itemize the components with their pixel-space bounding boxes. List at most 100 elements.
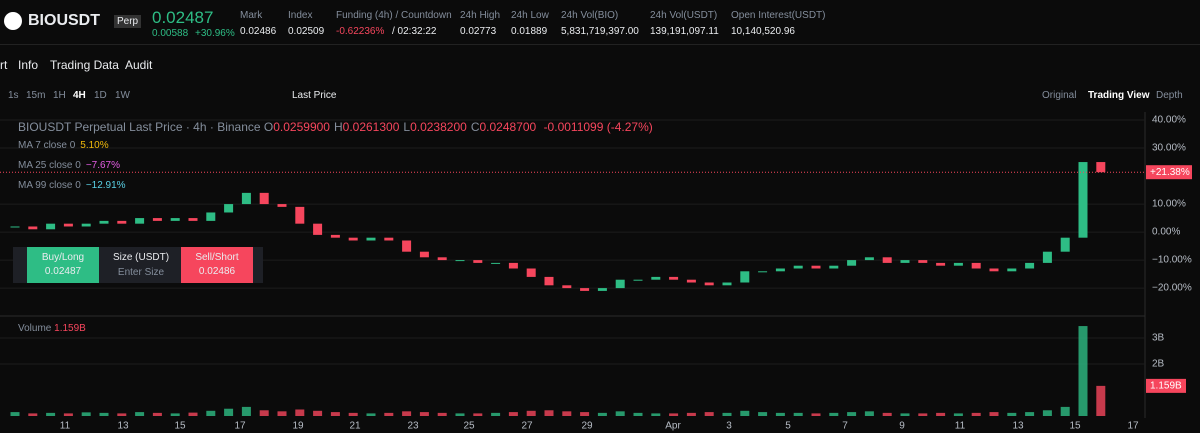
volume-bar: [1042, 410, 1052, 416]
stat-label: 24h Vol(BIO): [561, 10, 619, 21]
y-tick-label: 10.00%: [1152, 199, 1186, 210]
x-tick-label: Apr: [665, 421, 681, 432]
ma-label: MA 99 close 0: [18, 180, 81, 191]
view[interactable]: Trading View: [1088, 90, 1150, 101]
candle: [1025, 262, 1035, 269]
ohlc-label: O: [263, 120, 274, 134]
volume-bar: [295, 409, 305, 416]
x-tick-label: 11: [60, 421, 71, 432]
tab[interactable]: Audit: [125, 58, 153, 72]
candle: [63, 223, 73, 227]
volume-bar: [28, 413, 38, 416]
volume-label: Volume: [18, 323, 52, 334]
candle: [402, 240, 412, 252]
volume-bar: [704, 412, 714, 416]
volume-bar: [152, 412, 162, 416]
symbol[interactable]: BIOUSDT: [28, 12, 100, 29]
candle: [206, 212, 216, 221]
candle: [758, 271, 768, 273]
sell-label: Sell/Short: [195, 252, 239, 263]
interval[interactable]: 1W: [115, 90, 130, 101]
price-type[interactable]: Last Price: [292, 90, 337, 101]
volume-bar: [508, 412, 518, 416]
volume-bar: [686, 412, 696, 416]
tab[interactable]: Trading Data: [50, 58, 119, 72]
x-tick-label: 23: [407, 421, 419, 432]
volume-bar: [580, 412, 590, 416]
size-input[interactable]: Enter Size: [117, 267, 165, 278]
candle: [313, 223, 323, 235]
ma-row: MA 25 close 0 −7.67%: [18, 160, 120, 171]
volume-bar: [615, 411, 625, 416]
interval[interactable]: 15m: [26, 90, 46, 101]
volume-bar: [384, 412, 394, 416]
sell-price: 0.02486: [198, 266, 236, 277]
volume-bar: [259, 410, 269, 416]
volume-bar: [971, 412, 981, 416]
stat-label: Index: [288, 10, 313, 21]
volume-bar: [10, 412, 20, 416]
volume-bar: [669, 413, 679, 416]
candle: [704, 282, 714, 286]
size-label: Size (USDT): [112, 252, 170, 263]
candle: [491, 262, 501, 264]
candle: [188, 218, 198, 221]
buy-button[interactable]: Buy/Long 0.02487: [27, 247, 99, 283]
volume-bar: [1007, 412, 1017, 416]
volume-value: 1.159B: [54, 323, 86, 334]
volume-bar: [989, 412, 999, 416]
stat-label: Funding (4h) / Countdown: [336, 10, 452, 21]
volume-bar: [633, 412, 643, 416]
header: BIOUSDT Perp 0.02487 0.00588 +30.96% Mar…: [0, 0, 1200, 45]
volume-bar: [402, 411, 412, 416]
ma-value: −7.67%: [85, 160, 121, 171]
view[interactable]: Original: [1042, 90, 1077, 101]
view[interactable]: Depth: [1156, 90, 1183, 101]
x-tick-label: 5: [785, 421, 791, 432]
interval[interactable]: 1s: [8, 90, 19, 101]
legend-change: -0.0011099 (-4.27%): [543, 120, 653, 134]
x-tick-label: 17: [234, 421, 246, 432]
volume-bar: [900, 413, 910, 416]
candle: [135, 218, 145, 224]
tab[interactable]: Info: [18, 58, 39, 72]
stat-label: Open Interest(USDT): [731, 10, 826, 21]
interval[interactable]: 1D: [94, 90, 107, 101]
stat-label: 24h High: [460, 10, 501, 21]
candle: [953, 262, 963, 266]
interval[interactable]: 1H: [53, 90, 66, 101]
tab[interactable]: rt: [0, 58, 8, 72]
candle: [473, 260, 483, 263]
stat-value: 0.02486: [240, 26, 277, 37]
x-tick-label: 13: [117, 421, 129, 432]
x-tick-label: 29: [581, 421, 593, 432]
volume-bar: [597, 412, 607, 416]
candle: [936, 262, 946, 266]
candle: [241, 192, 251, 205]
stat-value: 139,191,097.11: [650, 26, 719, 37]
candle: [793, 265, 803, 269]
volume-bar: [473, 413, 483, 416]
candle: [384, 237, 394, 241]
y-tick-label: −20.00%: [1152, 283, 1192, 294]
volume-bar: [348, 412, 358, 416]
ma-value: 5.10%: [80, 140, 109, 151]
volume-bar: [241, 406, 251, 416]
last-price-label: +21.38%: [1150, 167, 1190, 178]
ohlc-label: L: [403, 120, 411, 134]
candle: [811, 265, 821, 269]
volume-bar: [437, 412, 447, 416]
sell-button[interactable]: Sell/Short 0.02486: [181, 247, 253, 283]
volume-bar: [313, 410, 323, 416]
volume-bar: [847, 412, 857, 416]
stat-value: -0.62236%: [336, 26, 385, 37]
trade-panel: Buy/Long 0.02487 Size (USDT) Enter Size S…: [13, 247, 263, 283]
last-volume-label: 1.159B: [1150, 381, 1182, 392]
volume-bar: [758, 412, 768, 416]
interval[interactable]: 4H: [73, 90, 86, 101]
volume-bar: [206, 410, 216, 416]
candle: [348, 237, 358, 241]
volume-bar: [135, 412, 145, 416]
candle: [544, 276, 554, 286]
volume-bar: [864, 411, 874, 416]
